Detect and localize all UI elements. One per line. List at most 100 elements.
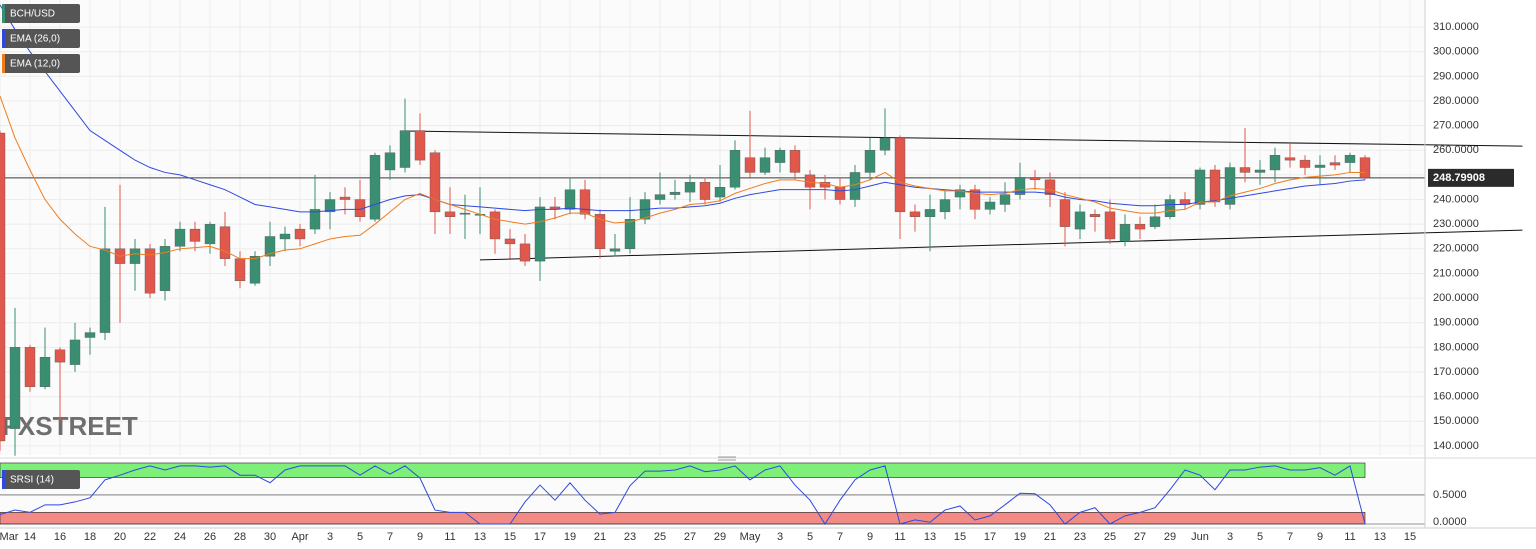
- price-label-bg: [1428, 168, 1514, 187]
- candle-body: [459, 212, 471, 215]
- candle-body: [1089, 214, 1101, 217]
- x-tick-label: 9: [867, 531, 873, 543]
- candle-body: [849, 172, 861, 200]
- x-tick-label: 7: [1287, 531, 1293, 543]
- candle-body: [264, 236, 276, 257]
- y-tick-label: 160.0000: [1433, 391, 1479, 403]
- x-tick-label: 11: [894, 531, 905, 543]
- legend-label: EMA (12,0): [10, 59, 60, 70]
- x-tick-label: 27: [684, 531, 696, 543]
- candle-body: [609, 248, 621, 252]
- candle-body: [384, 152, 396, 171]
- y-tick-label: 140.0000: [1433, 440, 1479, 452]
- legend-swatch: [2, 4, 5, 23]
- candle-body: [1149, 216, 1161, 227]
- candle-body: [0, 132, 6, 442]
- x-tick-label: 25: [654, 531, 666, 543]
- x-tick-label: 13: [1374, 531, 1386, 543]
- candle-body: [9, 347, 21, 429]
- candle-body: [1194, 169, 1206, 205]
- watermark: FXSTREET: [2, 411, 138, 441]
- candle-body: [594, 214, 606, 250]
- x-tick-label: 21: [594, 531, 606, 543]
- candle-body: [1269, 154, 1281, 171]
- x-tick-label: May: [740, 531, 761, 543]
- candle-body: [144, 248, 156, 294]
- x-tick-label: 5: [357, 531, 363, 543]
- x-tick-label: 15: [954, 531, 966, 543]
- candle-body: [429, 152, 441, 213]
- grid: [0, 0, 1425, 455]
- y-tick-label: 0.0000: [1433, 516, 1467, 528]
- y-tick-label: 300.0000: [1433, 46, 1479, 58]
- candle-body: [489, 211, 501, 240]
- candle-body: [129, 248, 141, 264]
- x-tick-label: 5: [1257, 531, 1263, 543]
- x-tick-label: 11: [1344, 531, 1355, 543]
- candle-body: [54, 349, 66, 363]
- x-tick-label: 3: [777, 531, 783, 543]
- candle-body: [279, 233, 291, 240]
- x-tick-label: 27: [1134, 531, 1146, 543]
- x-tick-label: 15: [1404, 531, 1416, 543]
- candle-body: [1284, 157, 1296, 161]
- band: [0, 512, 1366, 525]
- candle-body: [1239, 167, 1251, 173]
- x-tick-label: Jun: [1191, 531, 1209, 543]
- candle-body: [1164, 199, 1176, 217]
- candle-body: [879, 137, 891, 151]
- x-tick-label: 25: [1104, 531, 1116, 543]
- legend-label: SRSI (14): [10, 475, 54, 486]
- candle-body: [684, 182, 696, 193]
- x-tick-label: 7: [837, 531, 843, 543]
- legend: BCH/USD EMA (26,0) EMA (12,0) SRSI (14): [2, 4, 80, 489]
- x-tick-label: 15: [504, 531, 516, 543]
- candle-body: [954, 189, 966, 198]
- x-tick-label: 22: [144, 531, 156, 543]
- candle-body: [534, 206, 546, 262]
- candle-body: [729, 150, 741, 188]
- x-tick-label: 16: [54, 531, 66, 543]
- candle-body: [1104, 211, 1116, 240]
- candle-body: [939, 199, 951, 213]
- y-tick-label: 190.0000: [1433, 317, 1479, 329]
- candle-body: [99, 248, 111, 333]
- x-tick-label: 7: [387, 531, 393, 543]
- candle-body: [399, 130, 411, 168]
- y-tick-label: 290.0000: [1433, 70, 1479, 82]
- candle-body: [564, 189, 576, 210]
- candle-body: [1044, 179, 1056, 195]
- candle-body: [39, 357, 51, 387]
- x-tick-label: 26: [204, 531, 216, 543]
- y-tick-label: 260.0000: [1433, 144, 1479, 156]
- ema-line: [0, 4, 1366, 213]
- x-tick-label: 13: [474, 531, 486, 543]
- srsi-line: [0, 465, 1366, 525]
- ema-line: [0, 95, 1365, 260]
- x-tick-label: 24: [174, 531, 186, 543]
- y-tick-label: 0.5000: [1433, 489, 1467, 501]
- candle-body: [699, 182, 711, 200]
- x-tick-label: 14: [24, 531, 36, 543]
- x-tick-label: 21: [1044, 531, 1056, 543]
- legend-swatch: [2, 54, 5, 73]
- candle-body: [774, 150, 786, 163]
- candle-body: [624, 219, 636, 250]
- candle-body: [1299, 159, 1311, 168]
- x-tick-label: Apr: [291, 531, 308, 543]
- candle-body: [1119, 223, 1131, 242]
- candle-body: [219, 226, 231, 259]
- candle-body: [174, 228, 186, 247]
- legend-swatch: [2, 470, 5, 489]
- candle-body: [369, 154, 381, 220]
- candle-body: [1014, 177, 1026, 195]
- candle-body: [804, 174, 816, 188]
- x-tick-label: 29: [714, 531, 726, 543]
- x-tick-label: 17: [984, 531, 996, 543]
- candle-body: [324, 199, 336, 213]
- x-tick-label: 11: [444, 531, 455, 543]
- candle-body: [984, 201, 996, 210]
- x-tick-label: 23: [624, 531, 636, 543]
- y-tick-label: 180.0000: [1433, 341, 1479, 353]
- candle-body: [579, 189, 591, 215]
